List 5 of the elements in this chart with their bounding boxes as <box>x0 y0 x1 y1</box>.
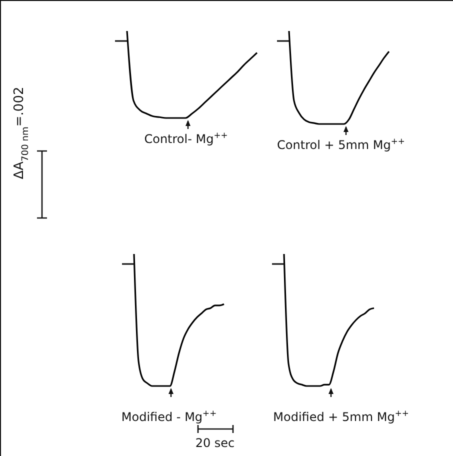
x-axis-title: Modified - Mg$^{++}$ <box>121 408 217 424</box>
text: 20 sec <box>195 436 235 450</box>
x-axis-title: Control- Mg$^{++}$ <box>144 130 228 146</box>
x-axis-title: Control + 5mm Mg$^{++}$ <box>277 136 405 152</box>
x-axis-title: Modified + 5mm Mg$^{++}$ <box>273 408 409 424</box>
